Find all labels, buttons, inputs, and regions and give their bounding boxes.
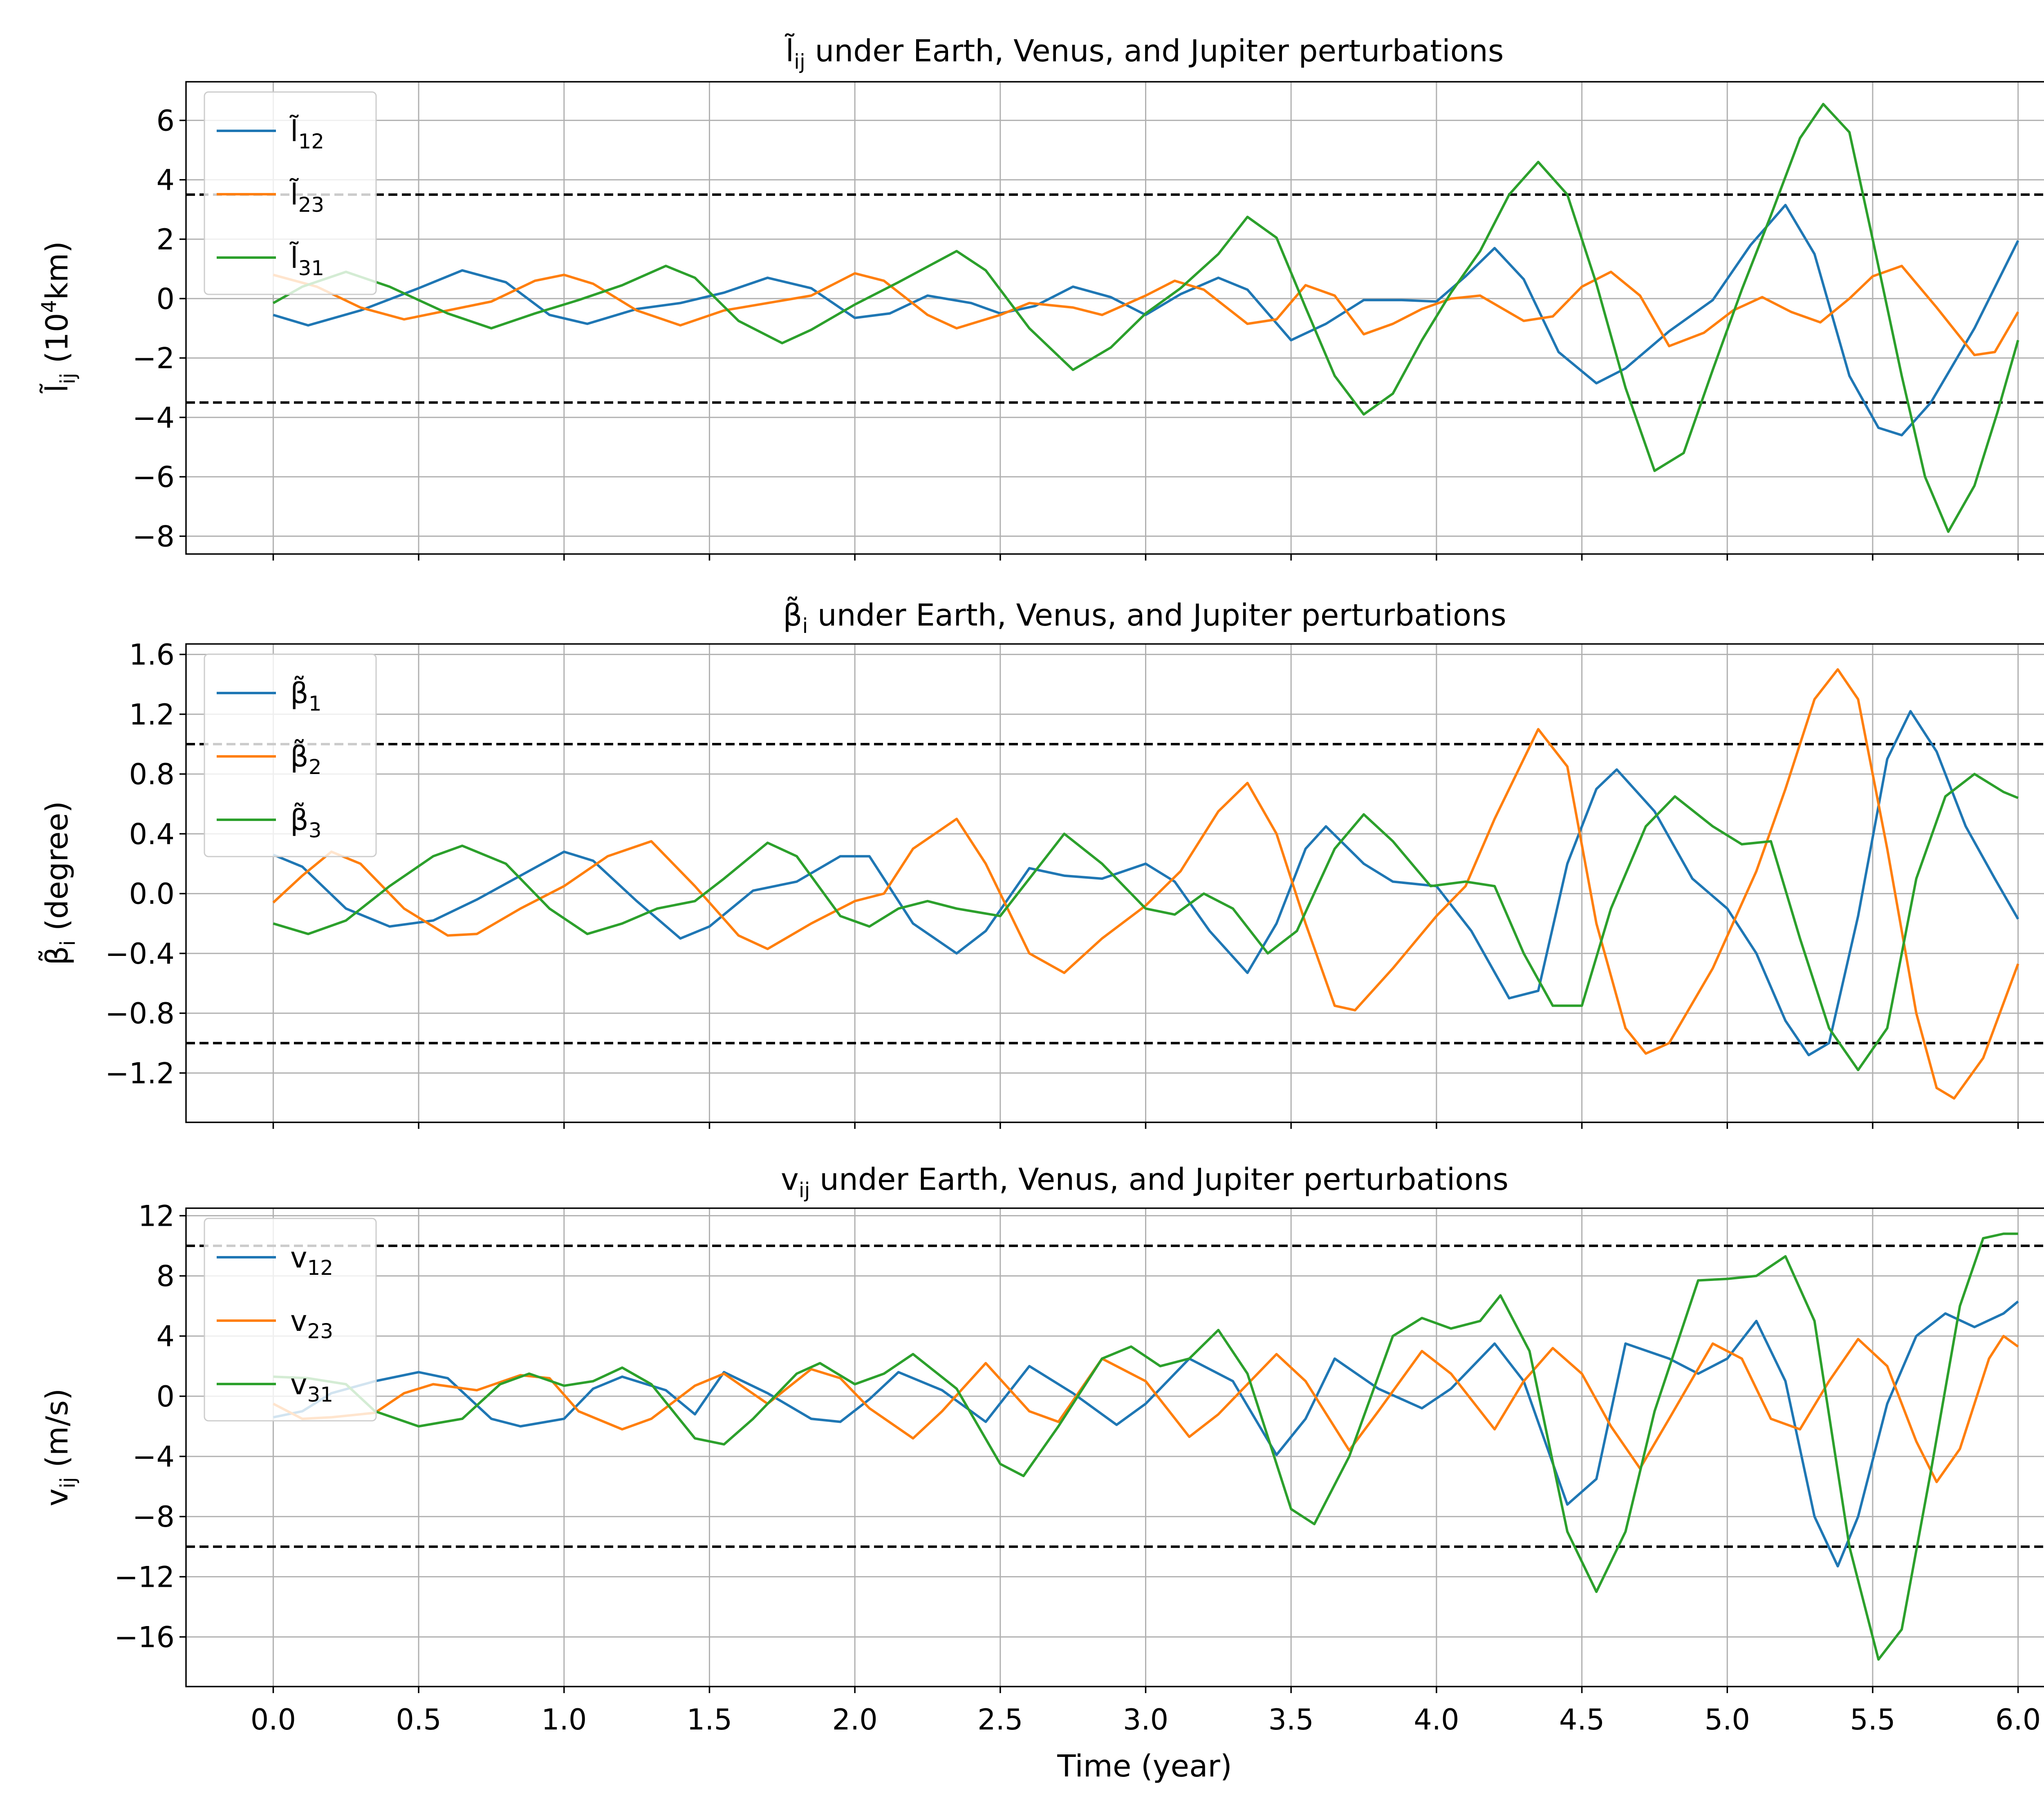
grid — [186, 82, 2044, 554]
y-tick-label: 0 — [156, 282, 175, 316]
series-line-1 — [273, 710, 2019, 1057]
series-line-3 — [273, 773, 2019, 1071]
legend-box — [204, 653, 377, 857]
y-tick-label: 0.4 — [129, 817, 175, 851]
series-line-12 — [273, 204, 2019, 437]
grid — [186, 1208, 2044, 1687]
x-tick-label: 6.0 — [1995, 1703, 2041, 1736]
y-tick-label: 0.8 — [129, 758, 175, 791]
y-tick-label: 0.0 — [129, 877, 175, 911]
x-tick-label: 2.0 — [832, 1703, 877, 1736]
legend-entry: v12 — [290, 1241, 333, 1280]
x-axis-tick-labels: 0.0 0.5 1.0 1.5 2.0 2.5 3.0 3.5 4.0 4.5 5.0 5.5 6.0 — [251, 1703, 2041, 1736]
y-tick-label: −1.2 — [105, 1057, 175, 1090]
y-tick-label: −2 — [132, 342, 175, 375]
y-tick-label: −16 — [114, 1621, 175, 1654]
series-line-23 — [273, 265, 2019, 357]
x-tick-label: 1.5 — [687, 1703, 732, 1736]
x-tick-label: 0.5 — [396, 1703, 441, 1736]
plot-area: 1.6 1.2 0.8 0.4 0.0 −0.4 −0.8 −1.2 β̃1 β̃2 β̃3 — [105, 638, 2044, 1129]
legend: β̃1 β̃2 β̃3 — [204, 653, 377, 857]
y-tick-label: −4 — [132, 1440, 175, 1474]
y-tick-label: 2 — [156, 223, 175, 256]
legend: v12 v23 v31 — [204, 1218, 377, 1422]
y-tick-label: −8 — [132, 520, 175, 553]
series-line-31 — [272, 103, 2019, 533]
y-tick-label: −6 — [132, 460, 175, 494]
y-tick-label: −12 — [114, 1560, 175, 1594]
plot-area: 6 4 2 0 −2 −4 −6 −8 l̃12 l̃23 l̃31 — [132, 81, 2044, 561]
x-tick-label: 3.5 — [1269, 1703, 1314, 1736]
x-tick-label: 0.0 — [251, 1703, 296, 1736]
panel-title: l̃ij under Earth, Venus, and Jupiter per… — [784, 33, 1504, 74]
panel-spacing-error: l̃ij under Earth, Venus, and Jupiter per… — [37, 33, 2044, 561]
y-tick-label: 6 — [156, 104, 175, 137]
y-axis-label: vij (m/s) — [40, 1389, 80, 1506]
series-line-12 — [273, 1300, 2019, 1568]
panel-title: β̃i under Earth, Venus, and Jupiter pert… — [783, 597, 1506, 638]
y-tick-label: 4 — [156, 1320, 175, 1353]
legend: l̃12 l̃23 l̃31 — [204, 91, 377, 295]
y-axis-label: β̃i (degree) — [38, 801, 80, 965]
y-tick-label: 8 — [156, 1260, 175, 1293]
y-tick-label: −8 — [132, 1500, 175, 1534]
legend-box — [204, 91, 377, 295]
x-tick-label: 4.5 — [1559, 1703, 1605, 1736]
x-axis-label: Time (year) — [1057, 1749, 1232, 1784]
panel-angle-error: β̃i under Earth, Venus, and Jupiter pert… — [38, 597, 2044, 1129]
x-tick-label: 5.0 — [1705, 1703, 1750, 1736]
y-tick-label: 12 — [138, 1199, 175, 1233]
legend-entry: v31 — [290, 1368, 333, 1406]
legend-entry: l̃12 — [289, 114, 324, 153]
y-tick-label: −0.8 — [105, 997, 175, 1030]
legend-entry: v23 — [290, 1304, 333, 1343]
series-line-2 — [272, 668, 2019, 1100]
legend-entry: β̃3 — [290, 802, 322, 842]
series-line-31 — [273, 1232, 2018, 1661]
y-tick-label: −4 — [132, 401, 175, 435]
x-tick-label: 2.5 — [977, 1703, 1023, 1736]
y-tick-label: 1.6 — [129, 638, 175, 672]
legend-entry: l̃23 — [289, 178, 324, 217]
panel-title: vij under Earth, Venus, and Jupiter pert… — [781, 1162, 1508, 1202]
legend-box — [204, 1218, 377, 1422]
x-tick-label: 4.0 — [1414, 1703, 1459, 1736]
y-tick-label: −0.4 — [105, 937, 175, 971]
y-tick-label: 4 — [156, 164, 175, 197]
y-axis-label: l̃ij (104km) — [37, 241, 80, 394]
x-tick-label: 5.5 — [1850, 1703, 1895, 1736]
y-tick-label: 0 — [156, 1380, 175, 1413]
y-tick-label: 1.2 — [129, 698, 175, 731]
legend-entry: β̃1 — [290, 675, 322, 716]
x-tick-label: 1.0 — [541, 1703, 587, 1736]
legend-entry: l̃31 — [289, 241, 324, 280]
plot-area: 12 8 4 0 −4 −8 −12 −16 v12 v23 v31 — [114, 1199, 2044, 1693]
x-tick-label: 3.0 — [1123, 1703, 1168, 1736]
legend-entry: β̃2 — [290, 739, 322, 779]
series-line-23 — [273, 1335, 2019, 1483]
panel-velocity-error: vij under Earth, Venus, and Jupiter pert… — [40, 1162, 2044, 1693]
